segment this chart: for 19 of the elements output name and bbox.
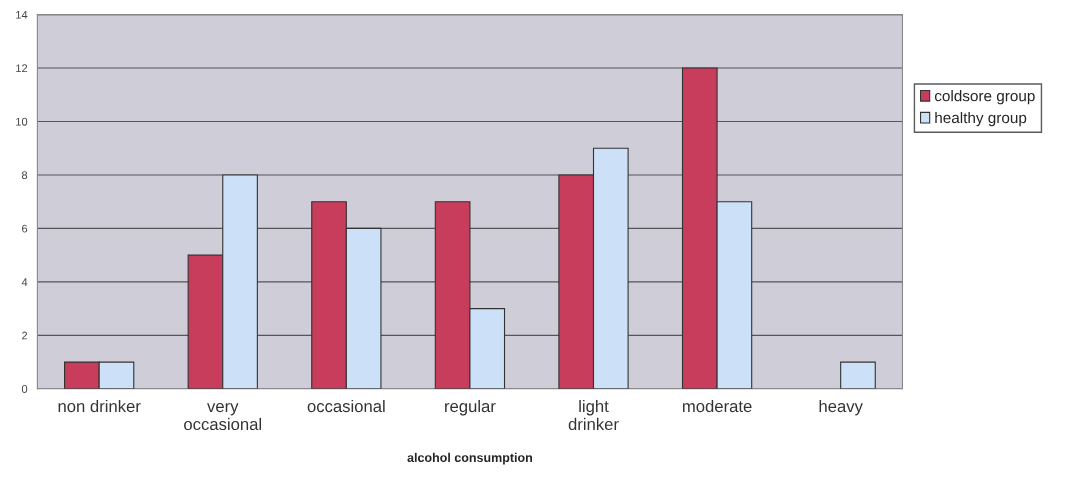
x-tick-label: light drinker: [568, 399, 619, 431]
y-tick-label: 12: [16, 64, 28, 73]
y-tick-label: 0: [21, 385, 28, 393]
y-tick-label: 6: [22, 224, 28, 233]
x-tick-label: very occasional: [184, 403, 262, 431]
y-tick-label: 14: [16, 10, 28, 19]
y-tick-label: 8: [21, 171, 28, 180]
bar: [840, 361, 876, 389]
y-tick-label: 4: [21, 278, 28, 286]
y-tick-label: 2: [22, 331, 28, 340]
x-tick-label: non drinker: [58, 399, 141, 413]
legend-label: healthy group: [935, 111, 1027, 127]
x-tick-label: heavy: [819, 399, 863, 416]
x-axis-title: alcohol consumption: [407, 452, 532, 465]
x-tick-label: moderate: [682, 399, 752, 413]
legend-label: coldsore group: [934, 90, 1035, 105]
x-tick-label: occasional: [307, 399, 385, 413]
x-tick-label: regular: [445, 399, 496, 416]
y-tick-label: 10: [16, 117, 28, 126]
